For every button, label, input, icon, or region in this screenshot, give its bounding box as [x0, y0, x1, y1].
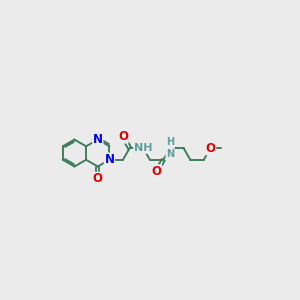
Text: O: O	[118, 130, 128, 143]
Text: N: N	[104, 153, 114, 166]
Text: N: N	[93, 133, 103, 146]
Text: O: O	[93, 172, 103, 185]
Text: NH: NH	[134, 143, 152, 153]
Text: O: O	[206, 142, 215, 154]
Text: O: O	[152, 165, 162, 178]
Text: H
N: H N	[166, 137, 174, 159]
